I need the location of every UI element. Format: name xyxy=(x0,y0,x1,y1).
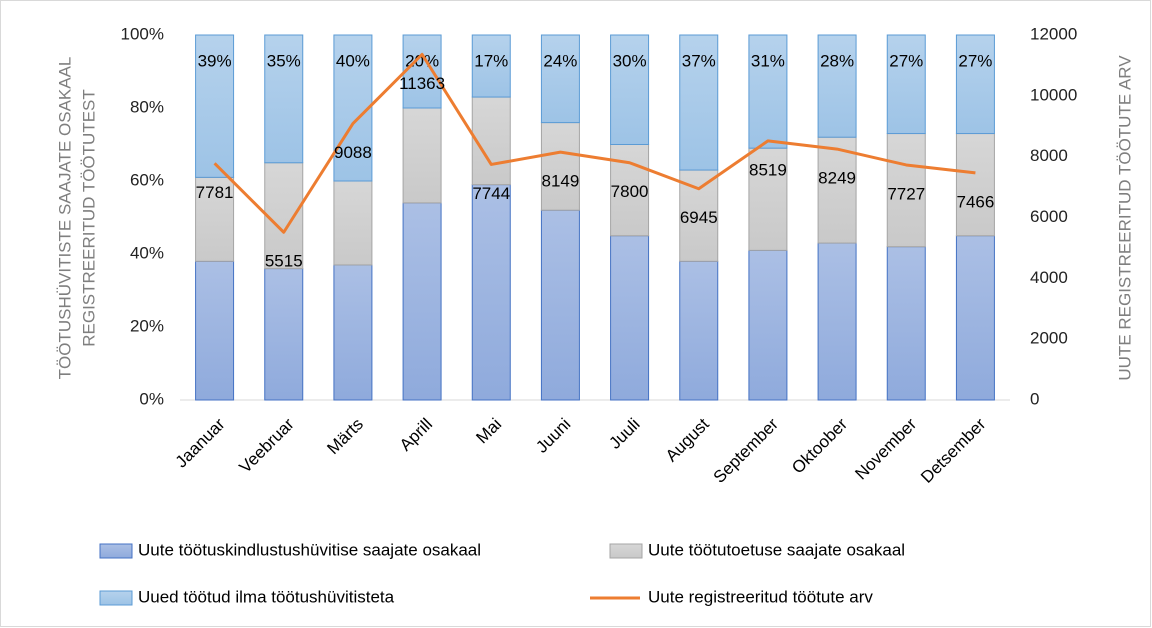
y-tick-label: 100% xyxy=(121,24,164,43)
bar-segment xyxy=(333,180,373,266)
bar-segment xyxy=(264,268,304,401)
data-label: 39% xyxy=(198,51,232,70)
legend-swatch xyxy=(99,543,133,559)
line-label: 7781 xyxy=(196,183,234,202)
y-tick-label: 40% xyxy=(130,243,164,262)
bar-segment xyxy=(195,176,235,262)
bar-segment xyxy=(748,34,788,149)
data-label: 31% xyxy=(751,51,785,70)
bar-segment xyxy=(748,249,788,401)
data-label: 27% xyxy=(889,51,923,70)
line-label: 7727 xyxy=(887,184,925,203)
y2-tick-label: 8000 xyxy=(1030,146,1068,165)
bar-segment xyxy=(471,184,511,401)
bar-segment xyxy=(333,34,373,182)
line-label: 7744 xyxy=(472,184,510,203)
legend-swatch xyxy=(99,590,133,606)
line-label: 8519 xyxy=(749,160,787,179)
bar-segment xyxy=(817,242,857,401)
bar-segment xyxy=(402,34,442,109)
bar-segment xyxy=(471,34,511,98)
legend-label: Uute töötutoetuse saajate osakaal xyxy=(648,540,905,559)
legend-label: Uute töötuskindlustushüvitise saajate os… xyxy=(138,540,481,559)
line-label: 8149 xyxy=(542,172,580,191)
bar-segment xyxy=(195,260,235,401)
bar-segment xyxy=(610,34,650,145)
bar-segment xyxy=(540,34,580,124)
data-label: 24% xyxy=(543,51,577,70)
line-label: 7800 xyxy=(611,182,649,201)
bar-segment xyxy=(471,96,511,186)
bar-segment xyxy=(333,264,373,401)
bar-segment xyxy=(955,34,995,135)
line-label: 9088 xyxy=(334,143,372,162)
bar-segment xyxy=(540,122,580,211)
legend-swatch xyxy=(609,543,643,559)
y-tick-label: 20% xyxy=(130,316,164,335)
line-label: 6945 xyxy=(680,208,718,227)
y-tick-label: 0% xyxy=(139,389,164,408)
data-label: 27% xyxy=(958,51,992,70)
bar-segment xyxy=(195,34,235,178)
y-tick-label: 60% xyxy=(130,170,164,189)
y2-tick-label: 6000 xyxy=(1030,207,1068,226)
y2-tick-label: 2000 xyxy=(1030,329,1068,348)
bar-segment xyxy=(402,202,442,401)
bar-segment xyxy=(886,133,926,248)
y2-tick-label: 12000 xyxy=(1030,24,1077,43)
y-axis-title: TÖÖTUSHÜVITISTE SAAJATE OSAKAAL xyxy=(55,57,74,380)
bar-segment xyxy=(679,34,719,171)
bar-segment xyxy=(955,133,995,237)
data-label: 40% xyxy=(336,51,370,70)
y-tick-label: 80% xyxy=(130,97,164,116)
bar-segment xyxy=(886,34,926,135)
y2-tick-label: 10000 xyxy=(1030,85,1077,104)
bar-segment xyxy=(886,246,926,401)
bar-segment xyxy=(610,235,650,401)
y2-tick-label: 4000 xyxy=(1030,268,1068,287)
bar-segment xyxy=(540,209,580,401)
bar-segment xyxy=(402,107,442,204)
bar-segment xyxy=(817,136,857,244)
legend-label: Uued töötud ilma töötushüvitisteta xyxy=(138,587,395,606)
line-label: 7466 xyxy=(957,192,995,211)
bar-segment xyxy=(817,34,857,138)
line-label: 5515 xyxy=(265,252,303,271)
data-label: 28% xyxy=(820,51,854,70)
line-label: 8249 xyxy=(818,169,856,188)
data-label: 37% xyxy=(682,51,716,70)
bar-segment xyxy=(264,34,304,164)
data-label: 17% xyxy=(474,51,508,70)
bar-segment xyxy=(264,162,304,270)
bar-segment xyxy=(955,235,995,401)
data-label: 30% xyxy=(613,51,647,70)
y2-axis-title: UUTE REGISTREERITUD TÖÖTUTE ARV xyxy=(1115,55,1134,381)
line-label: 11363 xyxy=(399,74,445,93)
bar-segment xyxy=(748,147,788,251)
y-axis-title: REGISTREERITUD TÖÖTUTEST xyxy=(79,89,98,347)
y2-tick-label: 0 xyxy=(1030,389,1039,408)
data-label: 35% xyxy=(267,51,301,70)
line xyxy=(213,52,976,234)
bar-segment xyxy=(679,260,719,401)
legend-label: Uute registreeritud töötute arv xyxy=(648,587,873,606)
